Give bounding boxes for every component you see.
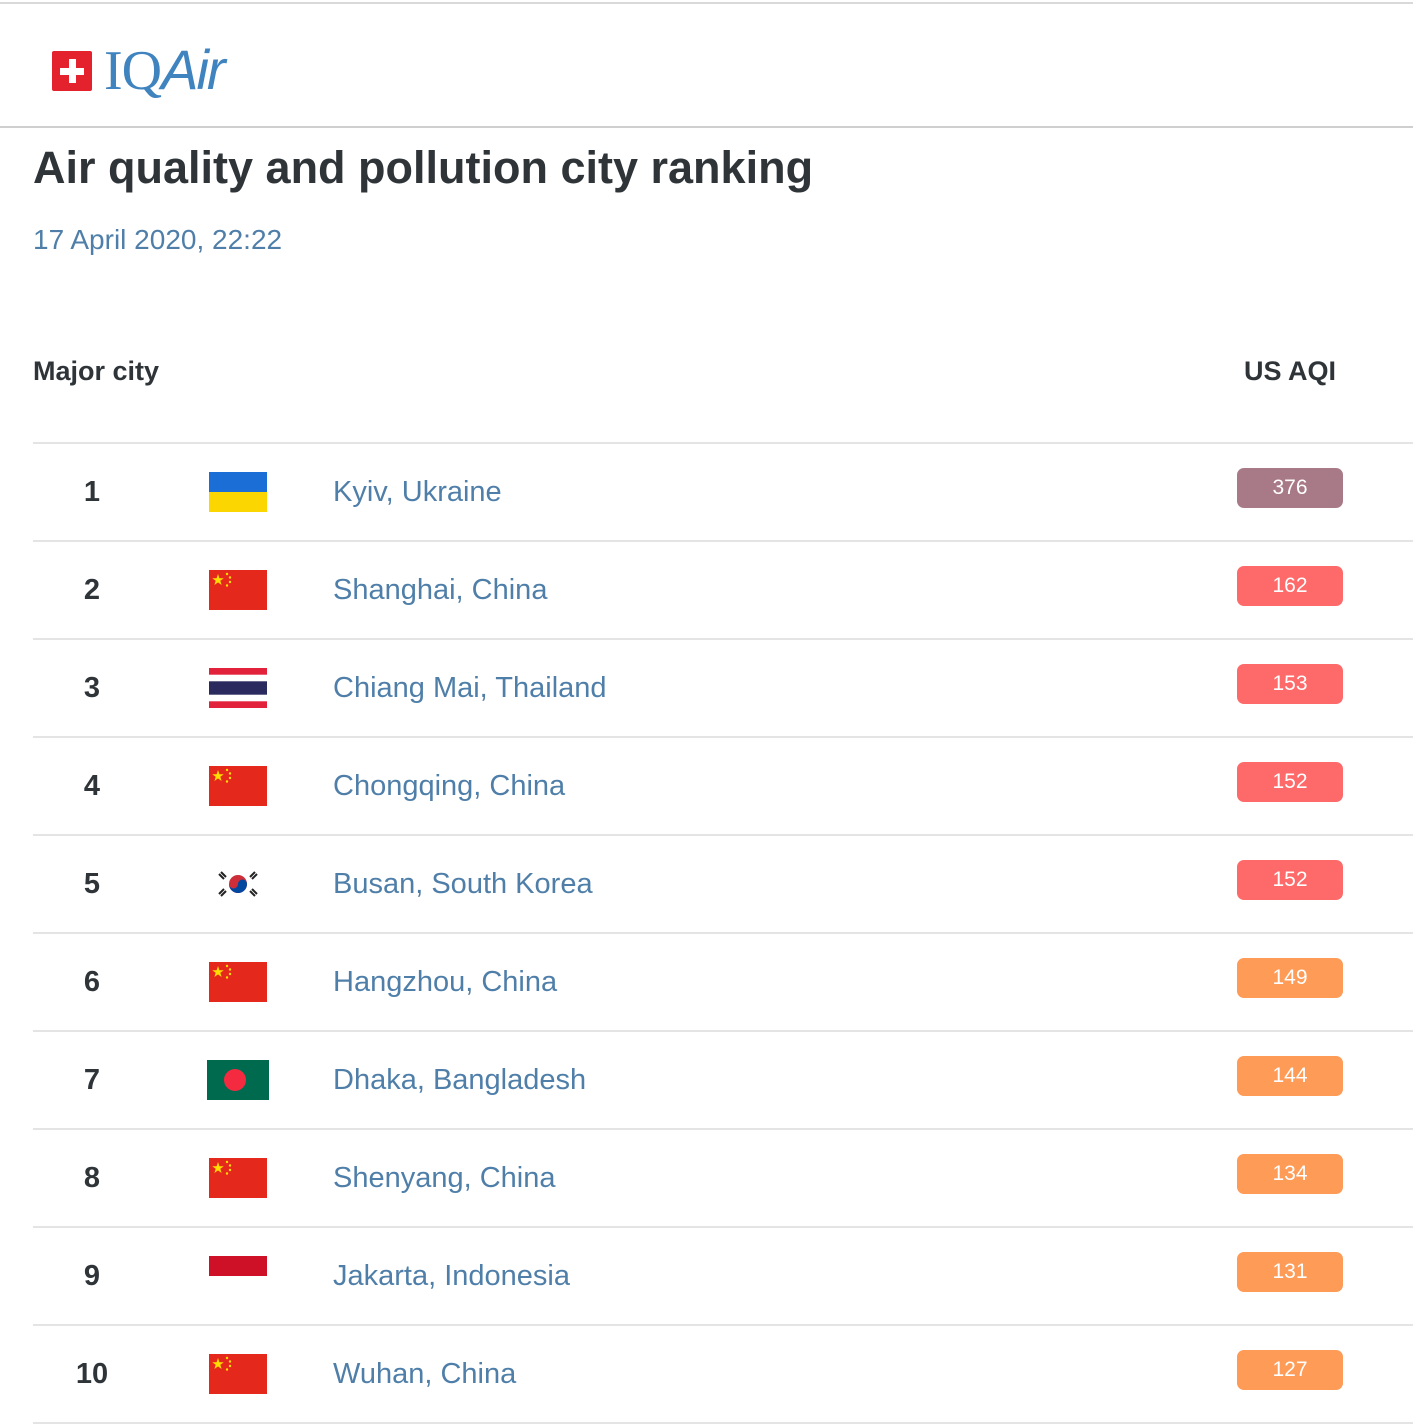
aqi-badge: 162 — [1237, 566, 1343, 606]
thailand-flag-icon — [209, 668, 267, 708]
ukraine-flag-icon — [209, 472, 267, 512]
table-row[interactable]: 3 Chiang Mai, Thailand 153 — [33, 638, 1413, 736]
table-row[interactable]: 5 Busan, South Korea 152 — [33, 834, 1413, 932]
page-title: Air quality and pollution city ranking — [33, 142, 814, 193]
city-link[interactable]: Wuhan, China — [333, 1358, 517, 1390]
top-border — [0, 2, 1413, 4]
aqi-badge: 152 — [1237, 860, 1343, 900]
aqi-badge: 127 — [1237, 1350, 1343, 1390]
brand-wordmark: IQAir — [104, 40, 226, 102]
aqi-badge: 153 — [1237, 664, 1343, 704]
aqi-badge: 131 — [1237, 1252, 1343, 1292]
column-header-city: Major city — [33, 356, 160, 386]
city-link[interactable]: Kyiv, Ukraine — [333, 476, 502, 508]
china-flag-icon — [209, 1354, 267, 1394]
ranking-table: 1 Kyiv, Ukraine 376 2 Shanghai, China 162 3 Chi… — [33, 442, 1413, 1424]
aqi-badge: 134 — [1237, 1154, 1343, 1194]
rank-number: 5 — [83, 868, 101, 900]
table-row[interactable]: 8 Shenyang, China 134 — [33, 1128, 1413, 1226]
table-row[interactable]: 9 Jakarta, Indonesia 131 — [33, 1226, 1413, 1324]
china-flag-icon — [209, 1158, 267, 1198]
aqi-badge: 149 — [1237, 958, 1343, 998]
table-row[interactable]: 10 Wuhan, China 127 — [33, 1324, 1413, 1424]
city-link[interactable]: Dhaka, Bangladesh — [333, 1064, 587, 1096]
china-flag-icon — [209, 766, 267, 806]
rank-number: 7 — [83, 1064, 101, 1096]
aqi-badge: 152 — [1237, 762, 1343, 802]
rank-number: 4 — [83, 770, 101, 802]
rank-number: 9 — [83, 1260, 101, 1292]
aqi-badge: 144 — [1237, 1056, 1343, 1096]
rank-number: 1 — [83, 476, 101, 508]
site-header: IQAir — [0, 4, 1413, 128]
city-link[interactable]: Jakarta, Indonesia — [333, 1260, 570, 1292]
indonesia-flag-icon — [209, 1256, 267, 1296]
table-row[interactable]: 2 Shanghai, China 162 — [33, 540, 1413, 638]
iqair-logo[interactable]: IQAir — [52, 40, 226, 102]
china-flag-icon — [209, 570, 267, 610]
bangladesh-flag-icon — [207, 1060, 269, 1100]
city-link[interactable]: Shenyang, China — [333, 1162, 556, 1194]
ranking-timestamp: 17 April 2020, 22:22 — [33, 224, 283, 255]
brand-iq: IQ — [104, 40, 162, 102]
rank-number: 8 — [83, 1162, 101, 1194]
city-link[interactable]: Shanghai, China — [333, 574, 548, 606]
rank-number: 10 — [75, 1358, 109, 1390]
table-row[interactable]: 6 Hangzhou, China 149 — [33, 932, 1413, 1030]
rank-number: 6 — [83, 966, 101, 998]
table-row[interactable]: 7 Dhaka, Bangladesh 144 — [33, 1030, 1413, 1128]
city-link[interactable]: Chiang Mai, Thailand — [333, 672, 607, 704]
city-link[interactable]: Busan, South Korea — [333, 868, 593, 900]
south-korea-flag-icon — [209, 864, 267, 904]
table-row[interactable]: 1 Kyiv, Ukraine 376 — [33, 442, 1413, 540]
city-link[interactable]: Chongqing, China — [333, 770, 566, 802]
aqi-badge: 376 — [1237, 468, 1343, 508]
table-row[interactable]: 4 Chongqing, China 152 — [33, 736, 1413, 834]
china-flag-icon — [209, 962, 267, 1002]
city-link[interactable]: Hangzhou, China — [333, 966, 558, 998]
rank-number: 3 — [83, 672, 101, 704]
column-header-aqi: US AQI — [1244, 356, 1337, 386]
swiss-flag-icon — [52, 50, 92, 91]
rank-number: 2 — [83, 574, 101, 606]
brand-air: Air — [161, 38, 225, 101]
